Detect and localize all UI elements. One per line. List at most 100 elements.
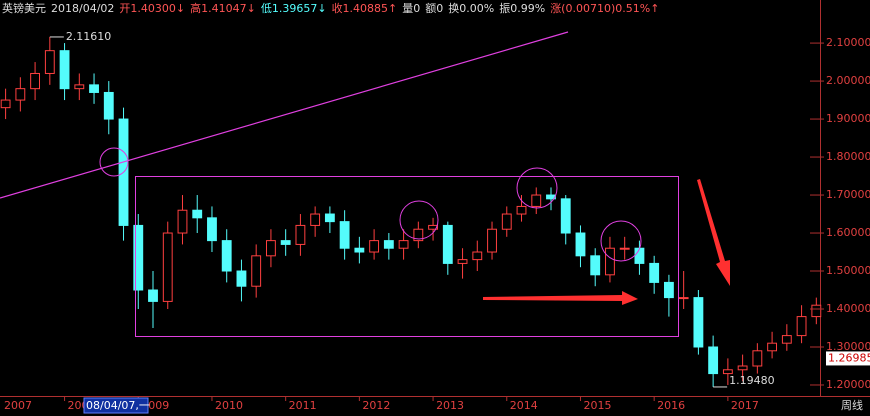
candle-body bbox=[413, 228, 424, 242]
candle-body bbox=[162, 232, 173, 302]
x-tick-label: 2013 bbox=[436, 399, 464, 412]
candle-body bbox=[663, 281, 674, 299]
candle-body bbox=[649, 262, 660, 283]
min-label: 1.19480 bbox=[729, 374, 775, 387]
header-text: 收1.40885↑ bbox=[332, 1, 398, 15]
candle-body bbox=[560, 198, 571, 234]
y-tick-label: 1.80000 bbox=[826, 150, 870, 163]
range-box bbox=[135, 176, 679, 337]
header-text: 额0 bbox=[425, 2, 443, 15]
y-tick-label: 1.30000 bbox=[826, 340, 870, 353]
y-tick-label: 2.00000 bbox=[826, 74, 870, 87]
candle-body bbox=[177, 209, 188, 234]
header-text: 英镑美元 bbox=[2, 1, 46, 15]
y-tick-label: 1.40000 bbox=[826, 302, 870, 315]
candle-body bbox=[369, 240, 380, 253]
arrow bbox=[697, 179, 730, 286]
candle-body bbox=[781, 335, 792, 344]
candle-body bbox=[442, 224, 453, 264]
candle-body bbox=[796, 316, 807, 337]
arrow bbox=[483, 291, 638, 305]
candle-body bbox=[383, 240, 394, 249]
highlight-circle bbox=[399, 200, 439, 240]
price-marker-label: 1.26985 bbox=[828, 351, 870, 364]
candle-body bbox=[590, 255, 601, 276]
period-label: 周线 bbox=[841, 398, 863, 412]
y-tick-label: 2.10000 bbox=[826, 36, 870, 49]
candle-body bbox=[472, 251, 483, 261]
y-tick-label: 1.20000 bbox=[826, 378, 870, 391]
candle-body bbox=[310, 213, 321, 226]
x-tick-label: 2011 bbox=[289, 399, 317, 412]
candle-body bbox=[693, 297, 704, 348]
candle-body bbox=[501, 213, 512, 230]
candle-body bbox=[634, 247, 645, 264]
max-label: 2.11610 bbox=[66, 30, 112, 43]
candle-body bbox=[324, 213, 335, 223]
candle-body bbox=[44, 50, 55, 74]
cursor-box bbox=[83, 397, 149, 414]
header-text: 低1.39657↓ bbox=[261, 2, 327, 15]
candle-body bbox=[59, 50, 70, 90]
x-tick-label: 2010 bbox=[215, 399, 243, 412]
trend-line bbox=[0, 31, 569, 199]
candle-body bbox=[74, 84, 85, 90]
highlight-circle bbox=[600, 220, 642, 262]
candle-body bbox=[280, 240, 291, 245]
candle-body bbox=[531, 194, 542, 207]
header-text: 开1.40300↓ bbox=[119, 2, 185, 15]
candle-body bbox=[30, 72, 41, 90]
cursor-label: 08/04/07,一 bbox=[86, 399, 150, 412]
candle-body bbox=[708, 346, 719, 375]
candle-body bbox=[428, 224, 438, 230]
candle-body bbox=[605, 247, 615, 276]
header-text: 涨(0.00710)0.51%↑ bbox=[550, 2, 659, 15]
y-tick-label: 1.90000 bbox=[826, 112, 870, 125]
candle-body bbox=[752, 350, 763, 367]
candle-body bbox=[722, 369, 733, 375]
header-text: 换0.00% bbox=[448, 1, 494, 15]
candle-body bbox=[0, 99, 11, 109]
header-text: 2018/04/02 bbox=[51, 2, 114, 15]
candle-body bbox=[767, 342, 778, 352]
candle-body bbox=[619, 247, 630, 250]
candle-body bbox=[575, 232, 586, 257]
candle-body bbox=[266, 240, 276, 257]
header-text: 振0.99% bbox=[499, 1, 545, 15]
candle-body bbox=[103, 91, 114, 120]
y-tick-label: 1.60000 bbox=[826, 226, 870, 239]
header-text: 高1.41047↓ bbox=[190, 1, 256, 15]
candle-body bbox=[148, 289, 158, 302]
candle-body bbox=[678, 297, 689, 300]
x-tick-label: 2012 bbox=[362, 399, 390, 412]
candle-body bbox=[295, 224, 306, 245]
x-tick-label: 2014 bbox=[510, 399, 538, 412]
candle-body bbox=[236, 270, 247, 287]
candle-body bbox=[516, 205, 527, 215]
header-text: 量0 bbox=[402, 2, 420, 15]
candle-body bbox=[487, 228, 497, 253]
candle-body bbox=[457, 259, 468, 264]
candle-body bbox=[221, 240, 232, 272]
y-tick-label: 1.70000 bbox=[826, 188, 870, 201]
y-tick-label: 1.50000 bbox=[826, 264, 870, 277]
candle-body bbox=[811, 304, 822, 318]
highlight-circle bbox=[99, 147, 129, 177]
x-tick-label: 2016 bbox=[657, 399, 685, 412]
candle-body bbox=[737, 365, 748, 371]
candle-body bbox=[398, 240, 409, 249]
header-bg bbox=[0, 0, 820, 17]
x-tick-label: 2015 bbox=[583, 399, 611, 412]
candle-body bbox=[89, 84, 99, 93]
candle-body bbox=[251, 255, 262, 287]
candle-body bbox=[339, 221, 350, 249]
highlight-circle bbox=[516, 167, 558, 209]
candle-body bbox=[207, 217, 217, 242]
candle-body bbox=[15, 88, 26, 101]
candle-body bbox=[354, 247, 365, 253]
candle-body bbox=[133, 224, 144, 291]
x-tick-label: 2007 bbox=[4, 399, 32, 412]
candle-body bbox=[192, 209, 203, 219]
